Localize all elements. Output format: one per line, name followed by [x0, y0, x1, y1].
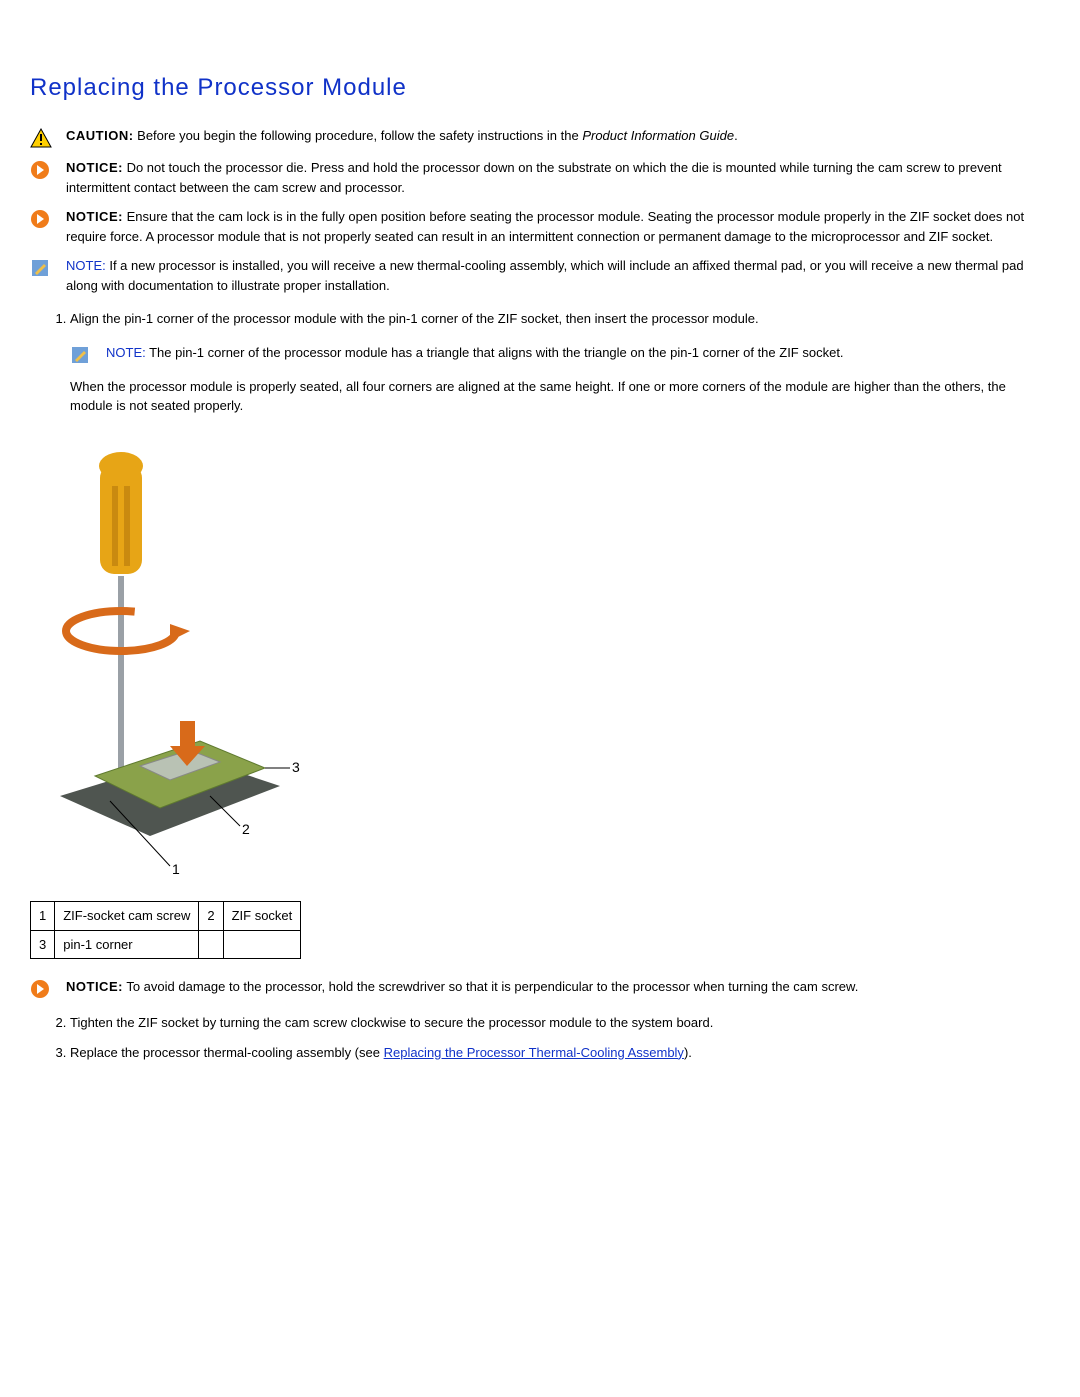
legend-cell: pin-1 corner [55, 930, 199, 959]
notice-text: NOTICE: To avoid damage to the processor… [66, 977, 1050, 997]
notice-body: Do not touch the processor die. Press an… [66, 160, 1002, 195]
notice-arrow-icon [30, 209, 54, 229]
legend-cell: 2 [199, 902, 223, 931]
caution-triangle-icon [30, 128, 54, 148]
legend-cell: 3 [31, 930, 55, 959]
note-text: NOTE: If a new processor is installed, y… [66, 256, 1050, 295]
step-3-pre: Replace the processor thermal-cooling as… [70, 1045, 384, 1060]
notice-callout: NOTICE: Do not touch the processor die. … [30, 158, 1050, 197]
note-pencil-icon [30, 258, 54, 278]
steps-list: Align the pin-1 corner of the processor … [70, 309, 1050, 329]
note-lead: NOTE: [106, 345, 146, 360]
notice-arrow-icon [30, 160, 54, 180]
note-callout: NOTE: The pin-1 corner of the processor … [70, 343, 1050, 365]
legend-cell [223, 930, 301, 959]
step-3: Replace the processor thermal-cooling as… [70, 1043, 1050, 1063]
notice-text: NOTICE: Do not touch the processor die. … [66, 158, 1050, 197]
note-body: The pin-1 corner of the processor module… [146, 345, 844, 360]
table-row: 1 ZIF-socket cam screw 2 ZIF socket [31, 902, 301, 931]
caution-lead: CAUTION: [66, 128, 134, 143]
processor-figure: 3 2 1 [40, 436, 1050, 882]
note-text: NOTE: The pin-1 corner of the processor … [106, 343, 1050, 363]
page-title: Replacing the Processor Module [30, 70, 1050, 106]
notice-lead: NOTICE: [66, 160, 123, 175]
notice-text: NOTICE: Ensure that the cam lock is in t… [66, 207, 1050, 246]
notice-lead: NOTICE: [66, 209, 123, 224]
notice-callout: NOTICE: To avoid damage to the processor… [30, 977, 1050, 999]
figure-label-3: 3 [292, 759, 300, 775]
notice-body: To avoid damage to the processor, hold t… [123, 979, 858, 994]
legend-table: 1 ZIF-socket cam screw 2 ZIF socket 3 pi… [30, 901, 301, 959]
legend-cell: 1 [31, 902, 55, 931]
notice-lead: NOTICE: [66, 979, 123, 994]
notice-body: Ensure that the cam lock is in the fully… [66, 209, 1024, 244]
note-pencil-icon [70, 345, 94, 365]
caution-callout: CAUTION: Before you begin the following … [30, 126, 1050, 148]
caution-body-italic: Product Information Guide [582, 128, 734, 143]
caution-body-pre: Before you begin the following procedure… [134, 128, 583, 143]
figure-label-2: 2 [242, 821, 250, 837]
legend-cell: ZIF-socket cam screw [55, 902, 199, 931]
caution-text: CAUTION: Before you begin the following … [66, 126, 1050, 146]
step-1-para: When the processor module is properly se… [70, 377, 1050, 416]
table-row: 3 pin-1 corner [31, 930, 301, 959]
legend-cell: ZIF socket [223, 902, 301, 931]
steps-list: Tighten the ZIF socket by turning the ca… [70, 1013, 1050, 1062]
step-3-post: ). [684, 1045, 692, 1060]
note-body: If a new processor is installed, you wil… [66, 258, 1024, 293]
step-1: Align the pin-1 corner of the processor … [70, 309, 1050, 329]
caution-body-post: . [734, 128, 738, 143]
note-lead: NOTE: [66, 258, 106, 273]
legend-cell [199, 930, 223, 959]
notice-arrow-icon [30, 979, 54, 999]
figure-label-1: 1 [172, 861, 180, 876]
step-2: Tighten the ZIF socket by turning the ca… [70, 1013, 1050, 1033]
notice-callout: NOTICE: Ensure that the cam lock is in t… [30, 207, 1050, 246]
note-callout: NOTE: If a new processor is installed, y… [30, 256, 1050, 295]
thermal-assembly-link[interactable]: Replacing the Processor Thermal-Cooling … [384, 1045, 684, 1060]
